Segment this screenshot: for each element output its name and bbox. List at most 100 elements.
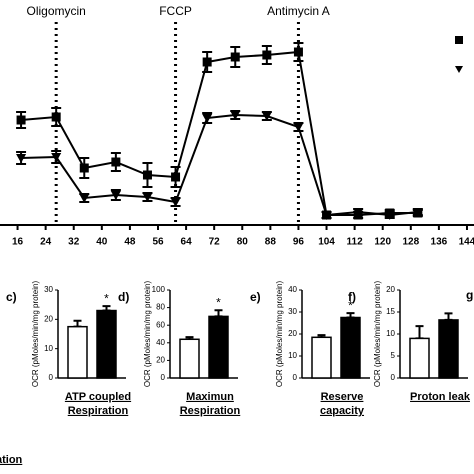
marker [170,198,181,207]
significance: * [348,298,353,312]
y-tick-label: 100 [152,285,166,294]
marker [412,208,423,217]
series-line [21,113,418,217]
y-axis-label: OCR (pMoles/min/mg protein) [373,281,382,388]
annotation: FCCP [159,4,192,18]
x-tick-label: 80 [237,237,249,248]
y-axis-label: OCR (pMoles/min/mg protein) [143,281,152,388]
marker [293,47,303,57]
marker [261,112,272,121]
panel-label: c) [6,290,17,304]
x-tick-label: 136 [431,237,448,248]
marker [79,163,89,173]
marker [202,57,212,67]
x-tick-label: 112 [347,237,364,248]
marker [230,111,241,120]
marker [16,115,26,125]
y-tick-label: 20 [288,329,297,338]
marker [110,191,121,200]
y-tick-label: 10 [386,329,395,338]
annotation: Antimycin A [267,4,330,18]
bar [96,309,117,379]
marker [142,193,153,202]
panel-label: e) [250,290,261,304]
x-tick-label: 128 [402,237,419,248]
legend-marker [455,36,463,44]
y-tick-label: 10 [44,344,53,353]
y-tick-label: 5 [391,351,396,360]
x-tick-label: 96 [293,237,305,248]
marker [16,154,27,163]
x-tick-label: 32 [68,237,80,248]
marker [171,172,181,182]
significance: * [216,295,221,309]
x-axis-label: Maximun [186,391,234,403]
x-tick-label: 72 [209,237,221,248]
y-tick-label: 20 [44,314,53,323]
y-tick-label: 20 [156,356,165,365]
x-tick-label: 48 [124,237,136,248]
significance: * [104,291,109,305]
bar [208,315,229,379]
x-tick-label: 16 [12,237,24,248]
y-tick-label: 30 [288,307,297,316]
marker [293,123,304,132]
x-tick-label: 88 [265,237,277,248]
error-bar [73,319,82,328]
panel-label: f) [348,290,356,304]
marker [51,153,62,162]
y-tick-label: 80 [156,303,165,312]
bar [409,337,430,379]
x-axis-label: Respiration [180,405,241,417]
marker [262,50,272,60]
legend-marker [455,66,463,73]
x-axis-label: Proton leak [410,391,471,403]
y-tick-label: 40 [288,285,297,294]
x-axis-label: capacity [320,405,365,417]
cropped-label: ation [0,454,23,466]
cropped-panel: g [466,288,473,302]
bar [438,319,459,379]
marker [111,157,121,167]
bar [340,316,361,379]
x-tick-label: 104 [318,237,335,248]
y-tick-label: 30 [44,285,53,294]
panel-label: d) [118,290,129,304]
bar [179,338,200,379]
y-tick-label: 15 [386,307,395,316]
y-tick-label: 0 [161,373,166,382]
y-tick-label: 0 [391,373,396,382]
marker [142,170,152,180]
x-axis-label: ATP coupled [65,391,131,403]
marker [79,194,90,203]
x-tick-label: 144 [459,237,474,248]
marker [202,114,213,123]
y-axis-label: OCR (pMoles/min/mg protein) [275,281,284,388]
x-axis-label: Reserve [321,391,364,403]
bar [67,325,88,379]
error-bar [214,309,223,318]
x-tick-label: 24 [40,237,52,248]
annotation: Oligomycin [26,4,85,18]
y-tick-label: 10 [288,351,297,360]
y-tick-label: 40 [156,338,165,347]
y-tick-label: 60 [156,320,165,329]
y-tick-label: 0 [49,373,54,382]
marker [230,52,240,62]
x-tick-label: 56 [152,237,164,248]
marker [384,211,395,220]
x-tick-label: 40 [96,237,108,248]
y-axis-label: OCR (pMoles/min/mg protein) [31,281,40,388]
y-tick-label: 0 [293,373,298,382]
bar [311,336,332,379]
y-tick-label: 20 [386,285,395,294]
error-bar [444,312,453,321]
x-tick-label: 120 [374,237,391,248]
series-line [20,50,418,216]
error-bar [415,325,424,340]
x-axis-label: Respiration [68,405,129,417]
marker [321,211,332,220]
marker [51,112,61,122]
x-tick-label: 64 [181,237,193,248]
